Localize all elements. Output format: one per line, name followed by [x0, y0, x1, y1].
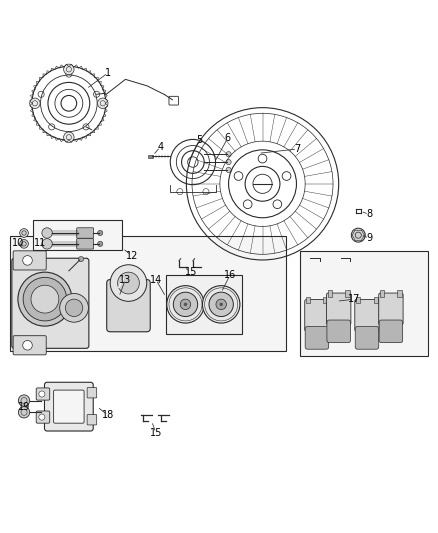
Circle shape — [78, 256, 84, 262]
Circle shape — [117, 272, 139, 294]
FancyBboxPatch shape — [77, 239, 94, 249]
Bar — [374, 296, 378, 303]
Text: 9: 9 — [366, 233, 372, 243]
FancyBboxPatch shape — [53, 390, 84, 423]
Bar — [148, 155, 153, 158]
Text: 5: 5 — [196, 135, 202, 146]
FancyBboxPatch shape — [305, 327, 328, 349]
Circle shape — [98, 241, 103, 246]
Circle shape — [167, 286, 204, 323]
Circle shape — [351, 228, 365, 242]
Circle shape — [98, 230, 103, 236]
Bar — [397, 290, 402, 297]
Circle shape — [180, 299, 191, 310]
FancyBboxPatch shape — [36, 388, 49, 400]
Circle shape — [226, 151, 231, 157]
Text: 10: 10 — [12, 238, 24, 247]
FancyBboxPatch shape — [107, 279, 150, 332]
Circle shape — [39, 391, 45, 397]
FancyBboxPatch shape — [305, 300, 329, 332]
FancyBboxPatch shape — [36, 411, 49, 423]
FancyBboxPatch shape — [13, 336, 46, 355]
Text: 12: 12 — [126, 251, 138, 261]
FancyBboxPatch shape — [45, 382, 93, 431]
Circle shape — [282, 172, 291, 180]
Bar — [166, 275, 242, 334]
Bar — [306, 296, 311, 303]
Text: 4: 4 — [157, 142, 163, 152]
Bar — [10, 236, 286, 351]
FancyBboxPatch shape — [355, 327, 379, 349]
Circle shape — [23, 341, 32, 350]
FancyBboxPatch shape — [379, 293, 403, 325]
Text: 11: 11 — [34, 238, 46, 247]
Circle shape — [216, 299, 226, 310]
Bar — [356, 296, 360, 303]
Circle shape — [31, 285, 59, 313]
Circle shape — [60, 294, 88, 322]
FancyBboxPatch shape — [355, 300, 379, 332]
Text: 18: 18 — [102, 410, 114, 421]
Circle shape — [244, 200, 252, 208]
FancyBboxPatch shape — [13, 251, 46, 270]
Circle shape — [65, 299, 83, 317]
Bar — [323, 296, 328, 303]
FancyBboxPatch shape — [77, 228, 94, 238]
Circle shape — [20, 229, 28, 237]
Circle shape — [98, 98, 108, 109]
Circle shape — [234, 172, 243, 180]
FancyBboxPatch shape — [327, 320, 350, 343]
Circle shape — [18, 272, 72, 326]
Bar — [345, 290, 350, 297]
Circle shape — [226, 159, 231, 165]
FancyBboxPatch shape — [379, 320, 403, 343]
Circle shape — [184, 303, 187, 306]
Circle shape — [209, 292, 233, 317]
Bar — [328, 290, 332, 297]
Text: 16: 16 — [224, 270, 236, 280]
Text: 15: 15 — [150, 428, 162, 438]
Circle shape — [18, 407, 30, 418]
Circle shape — [42, 239, 52, 249]
Text: 17: 17 — [348, 294, 360, 304]
Circle shape — [219, 303, 223, 306]
Text: 19: 19 — [18, 402, 30, 411]
Text: 13: 13 — [119, 274, 131, 285]
FancyBboxPatch shape — [326, 293, 351, 325]
Circle shape — [226, 167, 231, 173]
Text: 8: 8 — [366, 209, 372, 219]
Text: 6: 6 — [225, 133, 231, 143]
Circle shape — [173, 292, 198, 317]
Circle shape — [18, 395, 30, 406]
FancyBboxPatch shape — [87, 387, 97, 398]
Bar — [300, 251, 428, 356]
Bar — [380, 290, 385, 297]
Circle shape — [23, 277, 67, 321]
Bar — [33, 220, 122, 250]
Circle shape — [23, 256, 32, 265]
Circle shape — [64, 132, 74, 142]
Circle shape — [20, 239, 28, 248]
Text: 14: 14 — [150, 274, 162, 285]
FancyBboxPatch shape — [12, 258, 89, 349]
Circle shape — [30, 98, 40, 109]
Text: 15: 15 — [184, 266, 197, 277]
Circle shape — [39, 414, 45, 420]
Circle shape — [258, 154, 267, 163]
FancyBboxPatch shape — [87, 415, 97, 425]
Text: 7: 7 — [294, 144, 300, 154]
Circle shape — [42, 228, 52, 238]
Text: 1: 1 — [105, 68, 111, 78]
Circle shape — [64, 64, 74, 75]
Circle shape — [202, 286, 240, 323]
Circle shape — [273, 200, 282, 208]
Circle shape — [110, 265, 147, 301]
